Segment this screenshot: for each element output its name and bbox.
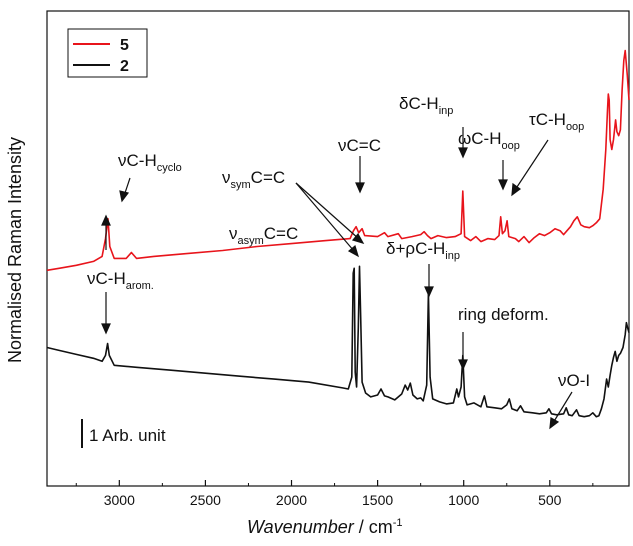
x-axis: 3000 2500 2000 1500 1000 500 [75, 480, 594, 508]
x-tick-label-500: 500 [538, 492, 562, 508]
annotation-nu-oi: νO-I [558, 371, 590, 390]
annotation-ring-deform: ring deform. [458, 305, 549, 324]
arrow-oi [552, 391, 573, 424]
x-tick-label-3000: 3000 [104, 492, 135, 508]
scale-bar: 1 Arb. unit [81, 419, 166, 448]
annotation-delta-rho-ch-inp: δ+ρC-Hinp [386, 239, 460, 262]
arrow-sym [295, 182, 355, 252]
legend-box [67, 28, 148, 78]
y-axis-title: Normalised Raman Intensity [5, 137, 25, 363]
plot-frame [46, 10, 630, 487]
arrowhead-dch [458, 147, 468, 159]
annotation-arrows [101, 127, 573, 430]
arrowhead-arom-up [101, 214, 111, 226]
annotation-nu-ch-arom: νC-Harom. [87, 269, 154, 292]
annotation-nu-sym-cc: νsymC=C [222, 168, 285, 191]
legend: 5 2 [67, 28, 148, 78]
arrowhead-tch [511, 182, 522, 197]
annotation-nu-asym-cc: νasymC=C [229, 224, 298, 247]
arrowhead-sym-2 [351, 232, 365, 244]
arrowhead-oi [549, 417, 560, 430]
x-tick-label-1500: 1500 [362, 492, 393, 508]
arrowhead-arom-down [101, 323, 111, 335]
x-axis-title: Wavenumber / cm-1 [247, 517, 403, 537]
annotation-omega-ch-oop: ωC-Hoop [458, 129, 520, 152]
annotation-tau-ch-oop: τC-Hoop [529, 110, 584, 133]
x-tick-label-2000: 2000 [276, 492, 307, 508]
annotation-nu-cc: νC=C [338, 136, 381, 155]
series-layer [46, 49, 630, 418]
arrowhead-drch [424, 286, 434, 298]
arrow-tch [514, 139, 549, 191]
annotation-nu-ch-cyclo: νC-Hcyclo [118, 151, 182, 174]
arrow-sym-2 [295, 182, 360, 240]
arrowhead-sym [347, 244, 359, 258]
arrowhead-ring [458, 359, 468, 371]
x-tick-label-2500: 2500 [190, 492, 221, 508]
scale-bar-label: 1 Arb. unit [89, 426, 166, 445]
x-tick-label-1000: 1000 [448, 492, 479, 508]
arrowhead-cc [355, 182, 365, 194]
series-line-2 [46, 265, 630, 418]
legend-label-2: 2 [120, 58, 129, 75]
annotation-delta-ch-inp: δC-Hinp [399, 94, 453, 117]
arrowhead-cyclo [119, 190, 130, 203]
legend-label-5: 5 [120, 37, 129, 54]
series-line-5 [46, 49, 630, 272]
arrowhead-wch [498, 179, 508, 191]
